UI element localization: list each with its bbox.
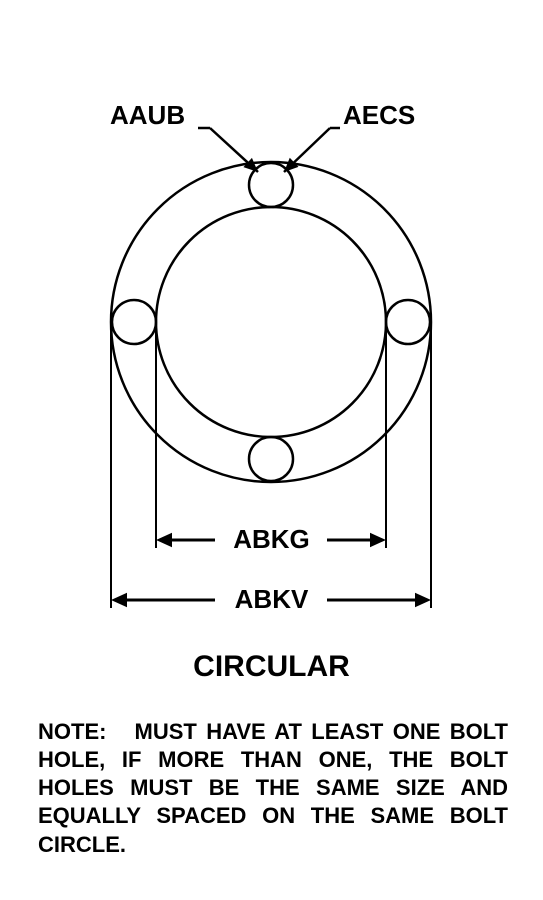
label-abkg: ABKG — [0, 524, 543, 555]
note-line1: MUST HAVE AT LEAST ONE BOLT — [135, 719, 508, 744]
diagram-title: CIRCULAR — [0, 650, 543, 684]
label-aaub: AAUB — [110, 100, 185, 131]
label-aecs: AECS — [343, 100, 415, 131]
label-abkv: ABKV — [0, 584, 543, 615]
note-line2: HOLE, IF MORE THAN ONE, THE BOLT — [38, 747, 508, 772]
note-line3: HOLES MUST BE THE SAME SIZE AND — [38, 775, 508, 800]
note-prefix: NOTE: — [38, 719, 106, 744]
note-line5: CIRCLE. — [38, 831, 508, 859]
note-line4: EQUALLY SPACED ON THE SAME BOLT — [38, 803, 508, 828]
note-block: NOTE: MUST HAVE AT LEAST ONE BOLT HOLE, … — [38, 718, 508, 859]
